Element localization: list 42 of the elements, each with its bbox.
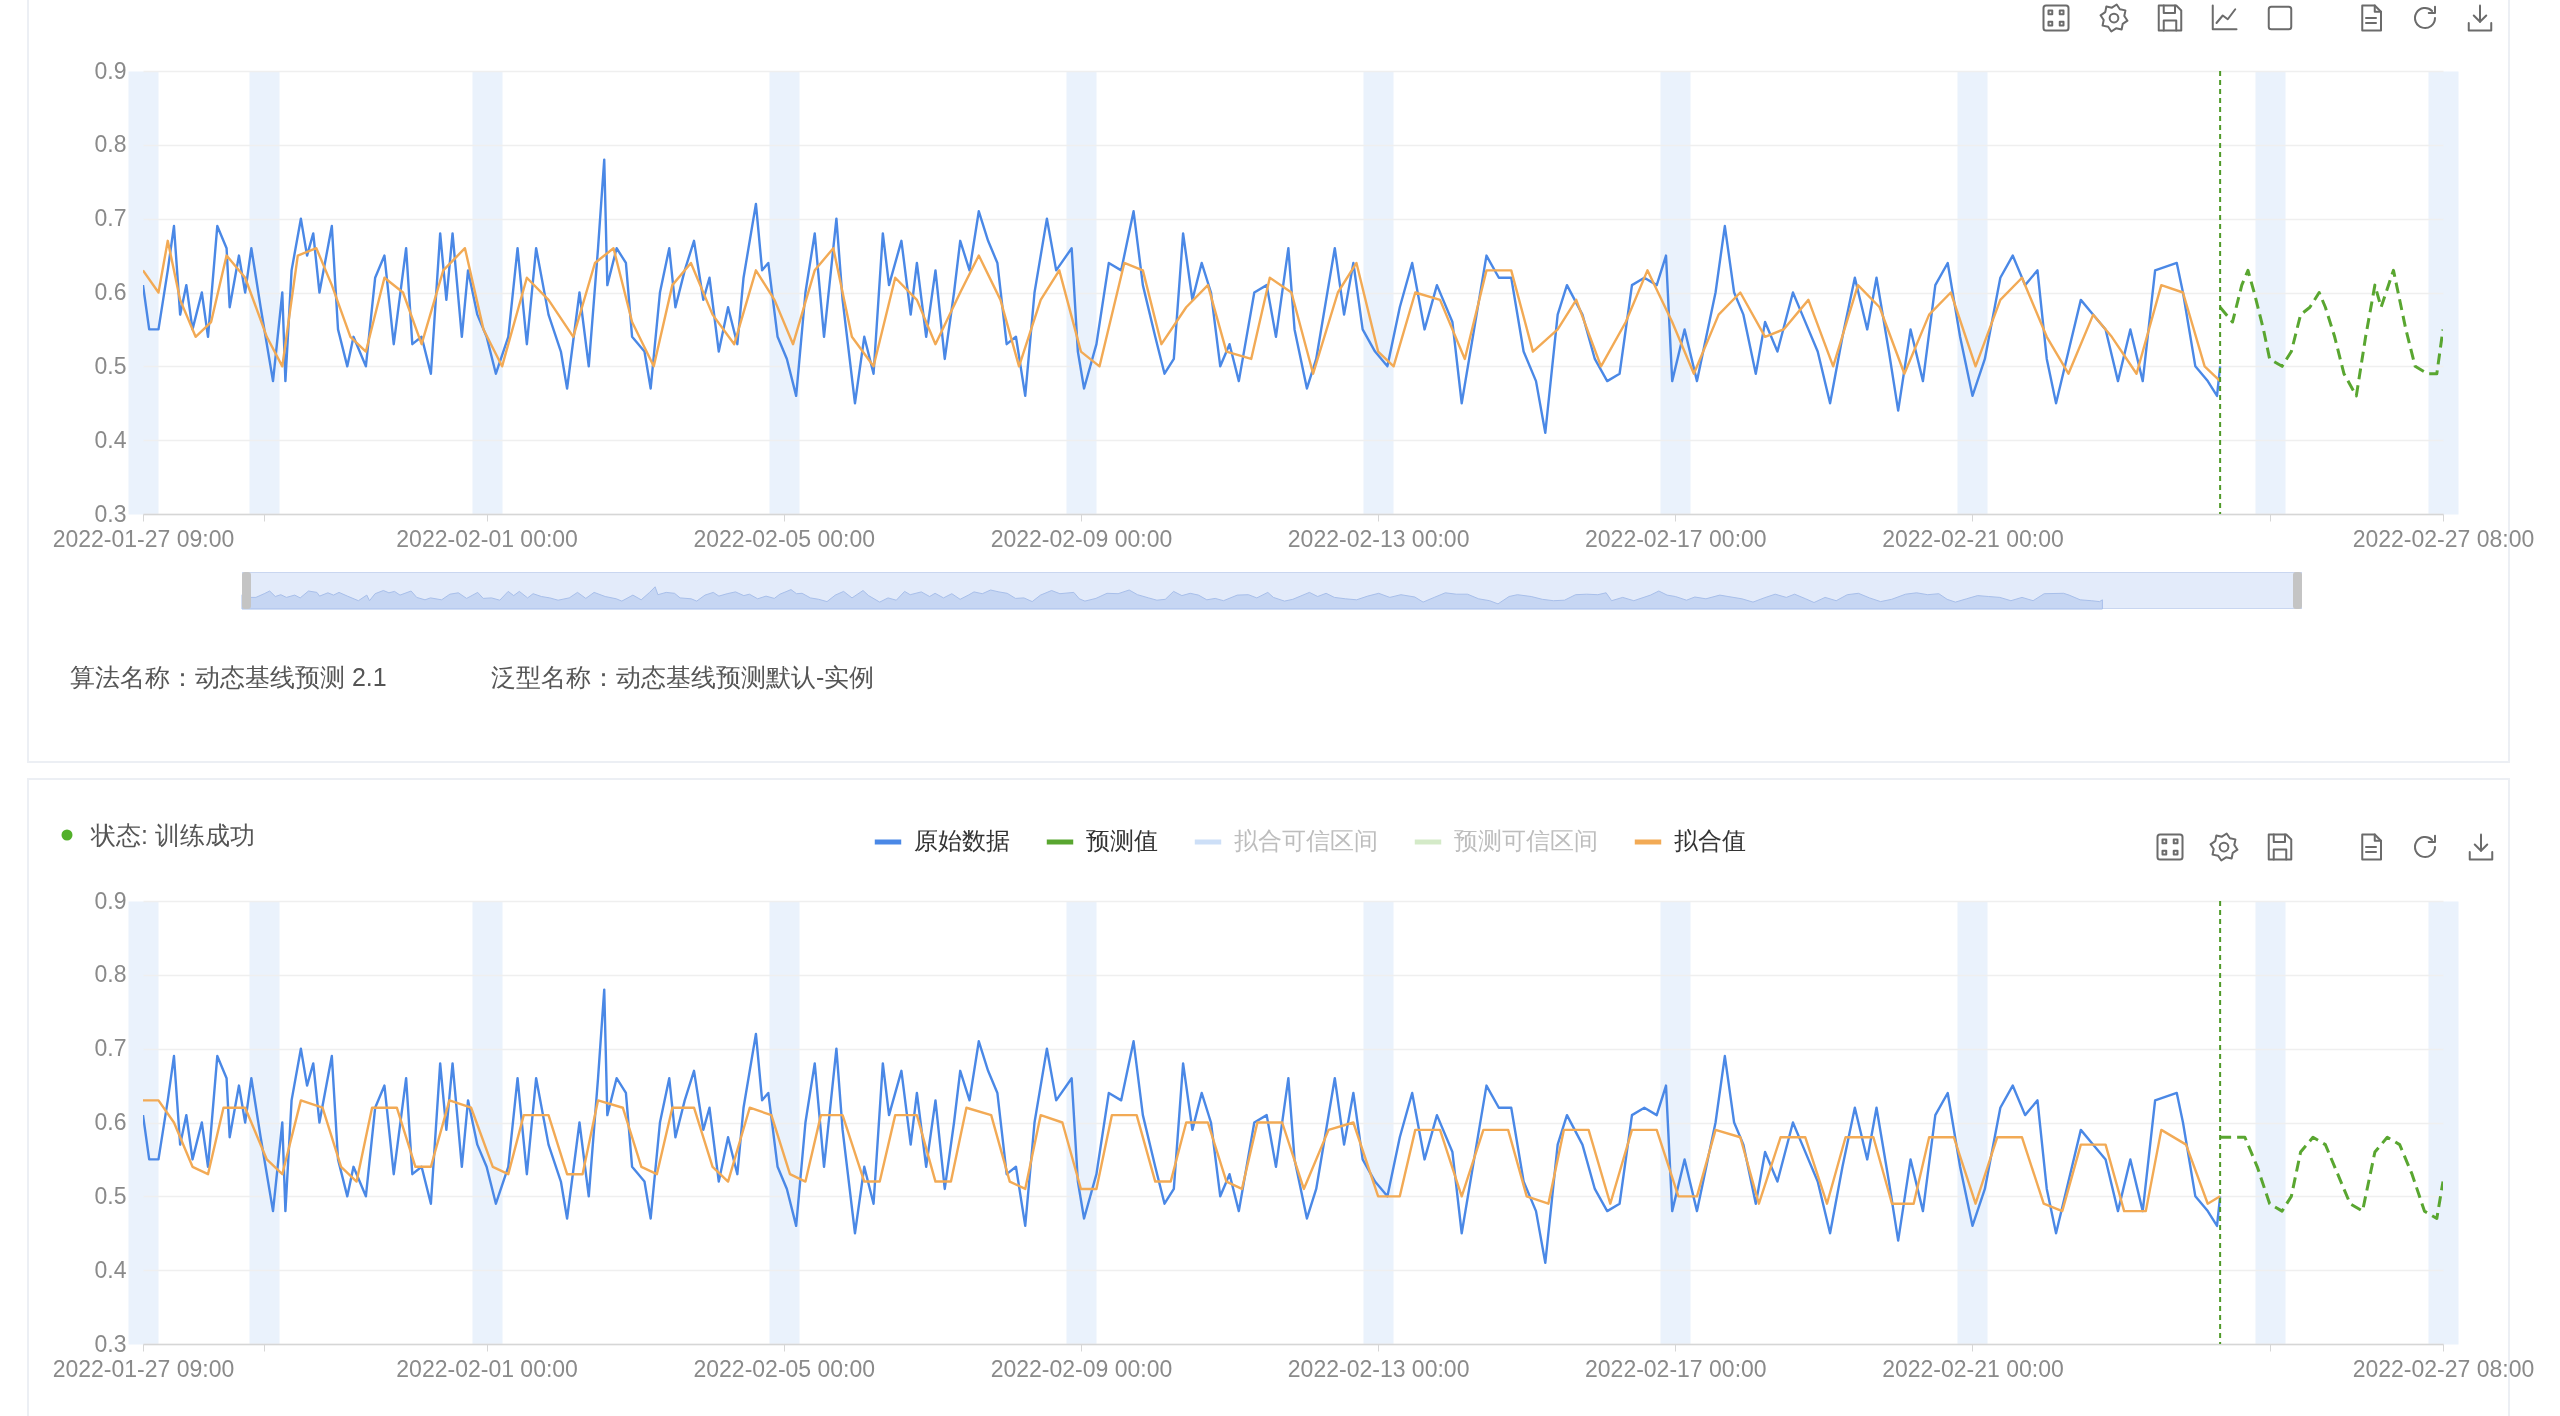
x-tick-label: 2022-02-01 00:00 <box>396 1355 578 1382</box>
x-tick-label: 2022-02-17 00:00 <box>1585 525 1767 552</box>
y-tick-label: 0.3 <box>94 1330 127 1357</box>
y-tick-label: 0.4 <box>94 1256 127 1283</box>
x-tick-label: 2022-02-01 00:00 <box>396 525 578 552</box>
x-tick-label: 2022-02-21 00:00 <box>1882 1355 2064 1382</box>
y-tick-label: 0.7 <box>94 205 127 232</box>
x-tick-label: 2022-02-17 00:00 <box>1585 1355 1767 1382</box>
legend-label: 预测值 <box>1086 827 1158 854</box>
line-series <box>143 158 2222 434</box>
y-tick-label: 0.9 <box>94 887 127 914</box>
y-tick-label: 0.3 <box>94 500 127 527</box>
x-tick-label: 2022-02-05 00:00 <box>693 1355 876 1382</box>
text: 状态: 训练成功 <box>91 820 255 850</box>
y-tick-label: 0.7 <box>94 1035 127 1062</box>
legend-label: 拟合值 <box>1674 827 1746 854</box>
y-tick-label: 0.5 <box>94 1182 127 1209</box>
x-tick-label: 2022-02-21 00:00 <box>1882 525 2064 552</box>
y-tick-label: 0.6 <box>94 1109 127 1135</box>
line-series <box>143 239 2222 383</box>
line-series <box>143 988 2222 1264</box>
x-tick-label: 2022-01-27 09:00 <box>52 1355 235 1382</box>
y-tick-label: 0.5 <box>94 352 127 379</box>
x-tick-label: 2022-02-09 00:00 <box>990 1355 1173 1382</box>
x-tick-label: 2022-01-27 09:00 <box>52 525 235 552</box>
legend-label: 预测可信区间 <box>1454 827 1598 854</box>
legend-label: 拟合可信区间 <box>1234 827 1378 854</box>
y-tick-label: 0.9 <box>94 57 127 84</box>
line-series <box>143 1099 2222 1213</box>
x-tick-label: 2022-02-13 00:00 <box>1287 525 1470 552</box>
y-tick-label: 0.8 <box>94 131 127 158</box>
legend-label: 原始数据 <box>914 827 1010 854</box>
x-tick-label: 2022-02-27 08:00 <box>2352 1355 2535 1382</box>
y-tick-label: 0.6 <box>94 279 127 305</box>
text: 算法名称：动态基线预测 2.1 <box>70 662 387 692</box>
x-tick-label: 2022-02-09 00:00 <box>990 525 1173 552</box>
x-tick-label: 2022-02-27 08:00 <box>2352 525 2535 552</box>
y-tick-label: 0.4 <box>94 426 127 453</box>
x-tick-label: 2022-02-13 00:00 <box>1287 1355 1470 1382</box>
text: 泛型名称：动态基线预测默认-实例 <box>491 662 875 692</box>
y-tick-label: 0.8 <box>94 961 127 988</box>
x-tick-label: 2022-02-05 00:00 <box>693 525 876 552</box>
